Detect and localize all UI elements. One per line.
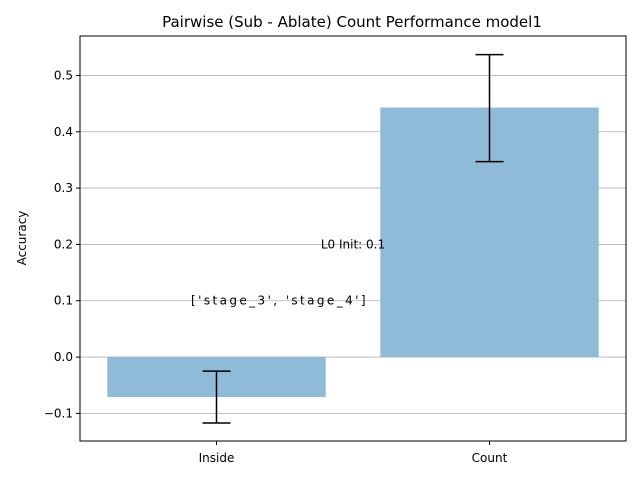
y-tick-label: 0.4 — [54, 125, 73, 139]
x-tick-label: Inside — [199, 451, 235, 465]
y-tick-label: 0.2 — [54, 237, 73, 251]
y-tick-label: 0.0 — [54, 350, 73, 364]
error-bars — [202, 53, 504, 424]
annotation-stages: ['stage_3', 'stage_4'] — [191, 294, 368, 308]
annotation-l0-init: L0 Init: 0.1 — [321, 237, 385, 251]
x-axis-ticks: Inside Count — [199, 441, 508, 465]
annotations: L0 Init: 0.1 ['stage_3', 'stage_4'] — [191, 237, 385, 307]
y-tick-label: 0.5 — [54, 68, 73, 82]
bars — [107, 107, 599, 398]
plot-area-frame — [79, 35, 627, 442]
y-axis-label: Accuracy — [15, 211, 29, 266]
y-tick-label: 0.3 — [54, 181, 73, 195]
chart-title: Pairwise (Sub - Ablate) Count Performanc… — [162, 13, 542, 31]
x-tick-label: Count — [472, 451, 508, 465]
y-tick-label: 0.1 — [54, 294, 73, 308]
y-axis-ticks: −0.1 0.0 0.1 0.2 0.3 0.4 0.5 — [44, 68, 80, 420]
y-tick-label: −0.1 — [44, 406, 73, 420]
